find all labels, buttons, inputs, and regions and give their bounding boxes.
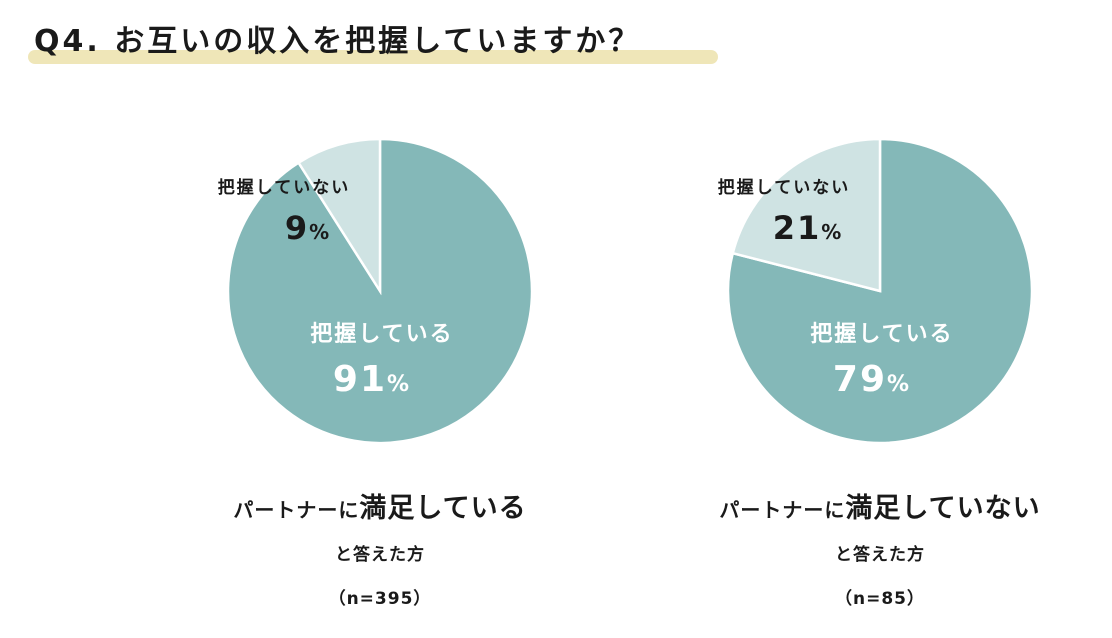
caption-line2: と答えた方 (835, 545, 925, 565)
pie-chart-unsatisfied: 把握している 79% 把握していない 21% パートナーに満足していない と答えた方 … (670, 128, 1090, 628)
caption-emphasis: 満足していない (845, 493, 1041, 524)
caption-prefix: パートナーに (233, 498, 360, 522)
value-label-unaware: 9% (285, 209, 331, 247)
category-label-unaware: 把握していない (718, 177, 851, 198)
caption-sample-size: （n=85） (834, 589, 925, 609)
pie-chart-svg-satisfied: 把握している 91% 把握していない 9% (218, 137, 534, 445)
category-label-unaware: 把握していない (218, 177, 351, 198)
value-label-aware: 79% (833, 359, 911, 400)
caption-sample-size: （n=395） (328, 589, 432, 609)
category-label-aware: 把握している (810, 321, 953, 347)
title-area: Q4. お互いの収入を把握していますか？ (24, 14, 724, 66)
value-label-unaware: 21% (773, 209, 844, 247)
pie-slice-unaware (731, 137, 882, 293)
caption-group-line1: パートナーに満足していない (670, 486, 1090, 525)
category-label-aware: 把握している (310, 321, 453, 347)
caption-group-line1: パートナーに満足している (170, 486, 590, 525)
pie-chart-satisfied: 把握している 91% 把握していない 9% パートナーに満足している と答えた方 （n… (170, 128, 590, 628)
pie-slice-unaware (296, 137, 382, 296)
caption-line2: と答えた方 (335, 545, 425, 565)
title-highlight-bar (28, 50, 718, 64)
caption-emphasis: 満足している (359, 493, 527, 524)
value-label-aware: 91% (333, 359, 411, 400)
page-title: Q4. お互いの収入を把握していますか？ (34, 24, 642, 59)
caption-prefix: パートナーに (719, 498, 846, 522)
pie-chart-svg-unsatisfied: 把握している 79% 把握していない 21% (718, 137, 1034, 445)
